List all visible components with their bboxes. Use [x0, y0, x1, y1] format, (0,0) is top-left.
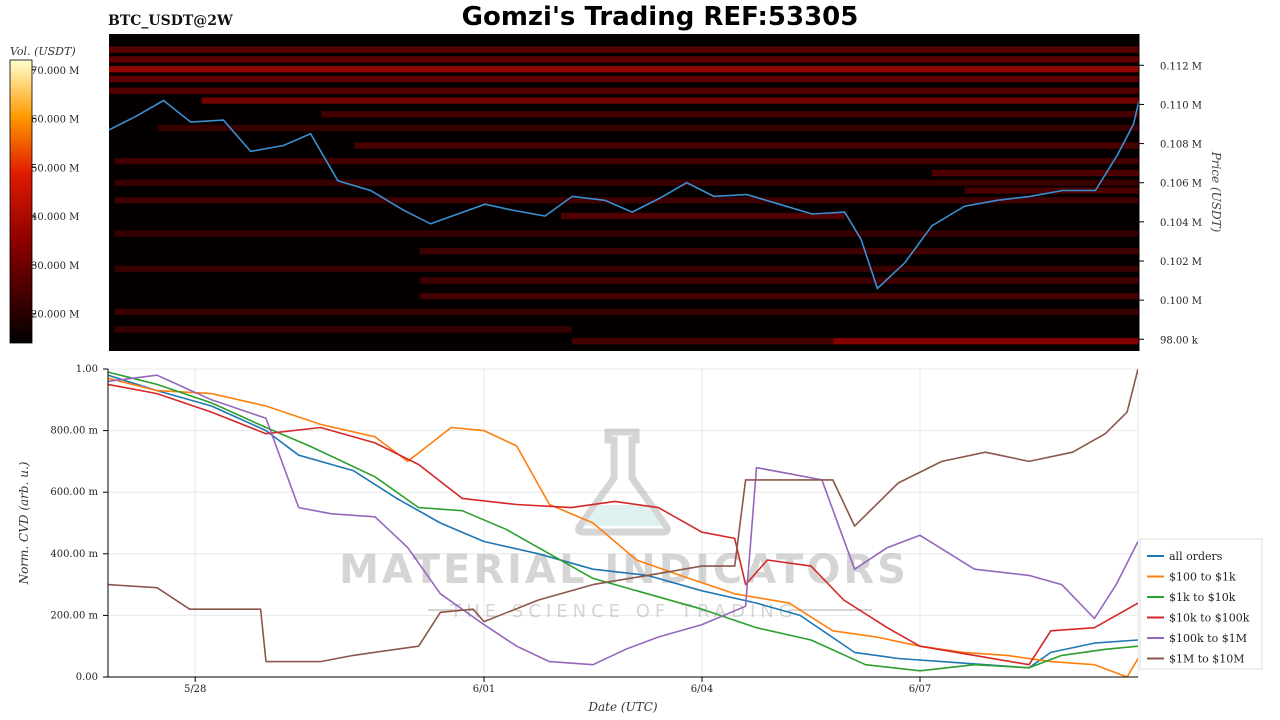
price-tick-label: 0.102 M — [1160, 257, 1202, 268]
heatmap-level — [114, 326, 573, 333]
legend: all orders $100 to $1k $1k to $10k $10k to … — [1139, 538, 1263, 670]
price-tick-label: 0.110 M — [1160, 100, 1202, 111]
heatmap-level — [419, 293, 1139, 300]
cvd-x-axis-label: Date (UTC) — [587, 700, 657, 714]
cvd-plot-area — [107, 368, 1139, 678]
price-tick-label: 98.00 k — [1160, 335, 1199, 346]
legend-entry: $100 to $1k — [1169, 571, 1236, 584]
cvd-y-tick-label: 1.00 — [76, 364, 98, 375]
heatmap-level — [158, 124, 1139, 132]
cvd-x-tick-label: 6/01 — [473, 684, 495, 695]
colorbar-tick-label: 60.000 M — [31, 115, 79, 126]
price-tick-label: 0.100 M — [1160, 296, 1202, 307]
colorbar-ticks: 20.000 M 30.000 M 40.000 M 50.000 M 60.000 M… — [31, 66, 79, 321]
cvd-series-line — [108, 383, 1138, 666]
watermark-brand: MATERIAL INDICATORS — [339, 547, 909, 593]
heatmap-level — [114, 158, 1139, 165]
cvd-y-tick-label: 0.00 — [76, 672, 98, 683]
cvd-series-line — [108, 369, 1138, 663]
heatmap-level — [419, 277, 1139, 284]
heatmap-level — [109, 66, 1139, 73]
price-line — [109, 99, 1139, 290]
legend-entry: $1M to $10M — [1169, 653, 1245, 666]
cvd-x-tick-label: 5/28 — [184, 684, 206, 695]
heatmap-level — [321, 111, 1139, 118]
price-tick-label: 0.108 M — [1160, 140, 1202, 151]
price-tick-label: 0.104 M — [1160, 218, 1202, 229]
watermark-tagline: THE SCIENCE OF TRADING — [449, 601, 797, 622]
colorbar-tick-label: 20.000 M — [31, 310, 79, 321]
cvd-y-ticks: 0.00 200.00 m 400.00 m 600.00 m 800.00 m 1.00 — [50, 364, 108, 683]
price-tick-label: 0.106 M — [1160, 179, 1202, 190]
cvd-series-line — [108, 371, 1138, 672]
colorbar-tick-label: 30.000 M — [31, 261, 79, 272]
cvd-y-tick-label: 200.00 m — [50, 610, 98, 621]
legend-items: all orders $100 to $1k $1k to $10k $10k to … — [1147, 550, 1250, 666]
legend-entry: $10k to $100k — [1169, 612, 1250, 625]
cvd-x-tick-label: 6/07 — [909, 684, 931, 695]
heatmap-level — [114, 308, 1139, 315]
cvd-series-line — [108, 377, 1138, 677]
flask-liquid-icon — [584, 505, 662, 526]
heatmap-level — [354, 142, 1139, 149]
heatmap-level — [109, 75, 1139, 83]
cvd-series — [108, 369, 1138, 677]
price-axis-ticks: 98.00 k 0.100 M 0.102 M 0.104 M 0.106 M 0.108… — [1139, 61, 1202, 346]
chart-title: Gomzi's Trading REF:53305 — [462, 2, 859, 32]
heatmap-level — [561, 212, 845, 220]
legend-entry: $1k to $10k — [1169, 591, 1236, 604]
cvd-y-tick-label: 600.00 m — [50, 487, 98, 498]
legend-entry: all orders — [1169, 550, 1223, 563]
heatmap-level — [114, 265, 1139, 272]
cvd-y-tick-label: 400.00 m — [50, 549, 98, 560]
heatmap-level — [114, 197, 1139, 204]
cvd-y-axis-label: Norm. CVD (arb. u.) — [17, 461, 31, 585]
heatmap-level — [109, 46, 1139, 53]
cvd-x-tick-label: 6/04 — [691, 684, 713, 695]
colorbar-tick-label: 70.000 M — [31, 66, 79, 77]
heatmap-level — [109, 87, 1139, 94]
colorbar-label: Vol. (USDT) — [10, 45, 76, 58]
colorbar-tick-label: 50.000 M — [31, 163, 79, 174]
heatmap-level — [114, 179, 1139, 186]
cvd-panel: MATERIAL INDICATORS THE SCIENCE OF TRADI… — [17, 364, 1263, 714]
heatmap-panel: 98.00 k 0.100 M 0.102 M 0.104 M 0.106 M 0.108… — [109, 34, 1223, 351]
cvd-x-ticks: 5/28 6/01 6/04 6/07 — [184, 677, 931, 695]
colorbar-tick-label: 40.000 M — [31, 212, 79, 223]
heatmap-level — [114, 230, 1139, 237]
cvd-series-line — [108, 374, 1138, 666]
price-tick-label: 0.112 M — [1160, 61, 1202, 72]
symbol-label: BTC_USDT@2W — [108, 13, 233, 29]
heatmap-level — [109, 56, 1139, 63]
heatmap-level — [833, 338, 1139, 345]
flask-icon — [575, 428, 671, 536]
heatmap-level — [964, 187, 1139, 194]
heatmap-levels — [109, 46, 1139, 345]
heatmap-level — [201, 97, 1139, 104]
cvd-y-tick-label: 800.00 m — [50, 426, 98, 437]
price-axis-label: Price (USDT) — [1209, 151, 1223, 233]
heatmap-level — [419, 248, 1139, 255]
heatmap-level — [931, 169, 1139, 177]
colorbar — [9, 59, 33, 344]
legend-box — [1139, 538, 1263, 670]
legend-entry: $100k to $1M — [1169, 632, 1247, 645]
